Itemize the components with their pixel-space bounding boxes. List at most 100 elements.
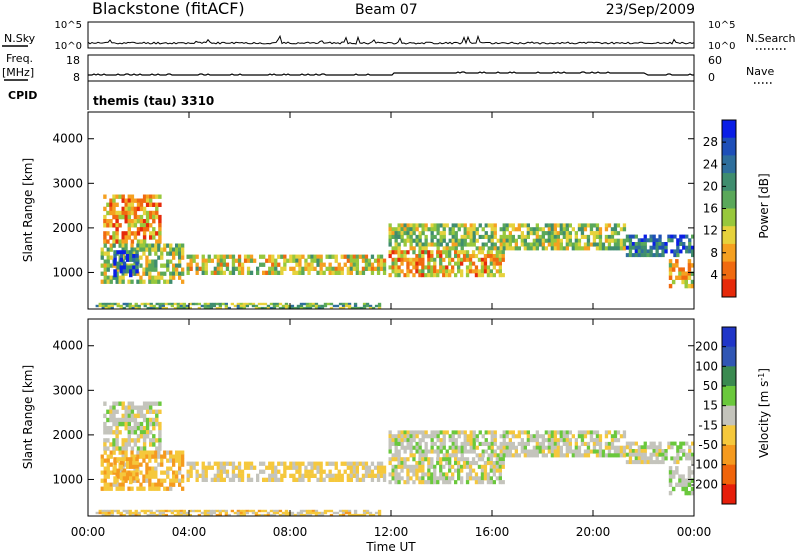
velocity-echo-cell [685,441,689,446]
velocity-echo-cell [316,477,320,482]
power-echo-cell [125,254,130,259]
power-echo-cell [499,242,503,247]
power-echo-cell [158,223,162,228]
velocity-echo-cell [301,477,305,482]
power-echo-cell [368,306,373,310]
velocity-echo-cell [409,449,413,454]
power-echo-cell [568,234,572,239]
velocity-echo-cell [445,453,449,458]
power-echo-cell [115,231,119,236]
power-echo-cell [145,263,149,268]
power-echo-cell [130,243,134,248]
power-echo-cell [501,250,505,255]
power-echo-cell [502,234,506,239]
velocity-echo-cell [495,468,499,473]
velocity-echo-cell [349,477,353,482]
power-colorbar-tick-label: 16 [703,202,718,216]
velocity-echo-cell [436,461,440,466]
power-echo-cell [109,219,113,224]
power-echo-cell [128,302,132,306]
velocity-echo-cell [451,464,455,469]
power-echo-cell [332,304,337,308]
power-echo-cell [201,258,205,263]
power-echo-cell [568,231,572,236]
power-echo-cell [529,231,533,236]
velocity-echo-cell [179,511,183,515]
power-echo-cell [118,214,122,220]
velocity-echo-cell [681,478,685,483]
velocity-echo-cell [610,445,615,450]
power-echo-cell [598,246,603,251]
velocity-echo-cell [154,454,158,459]
power-echo-cell [127,194,131,199]
power-echo-cell [400,257,404,262]
velocity-echo-cell [661,452,665,457]
velocity-echo-cell [103,401,107,406]
power-echo-cell [687,275,692,280]
velocity-echo-cell [358,477,362,482]
velocity-ylabel: Slant Range [km] [21,365,35,469]
velocity-echo-cell [103,426,107,431]
power-echo-cell [112,194,116,199]
power-echo-cell [124,235,128,240]
power-echo-cell [501,257,505,262]
power-echo-cell [430,265,434,270]
velocity-echo-cell [499,434,503,439]
power-echo-cell [465,273,470,278]
power-echo-cell [436,242,440,247]
power-echo-cell [134,304,138,308]
velocity-echo-cell [219,477,223,482]
velocity-echo-cell [152,511,156,515]
power-echo-cell [219,262,223,267]
power-echo-cell [198,266,202,271]
power-echo-cell [430,254,434,259]
power-echo-cell [430,257,434,262]
velocity-echo-cell [448,453,452,458]
velocity-echo-cell [474,476,479,481]
velocity-echo-cell [298,469,302,474]
power-echo-cell [637,242,641,246]
velocity-echo-cell [490,449,494,454]
velocity-echo-cell [136,426,141,431]
power-echo-cell [589,223,594,228]
velocity-echo-cell [206,509,210,513]
power-echo-cell [412,238,416,243]
power-echo-cell [121,255,125,260]
velocity-echo-cell [589,434,594,439]
velocity-echo-cell [427,472,431,477]
power-echo-cell [122,261,127,266]
velocity-echo-cell [517,430,521,435]
velocity-echo-cell [178,466,182,471]
power-echo-cell [240,266,245,271]
velocity-echo-cell [107,511,111,515]
velocity-echo-cell [382,465,387,470]
power-echo-cell [311,302,316,306]
power-echo-cell [472,234,476,239]
velocity-echo-cell [565,445,569,450]
velocity-echo-cell [622,453,627,458]
velocity-echo-cell [628,445,633,450]
velocity-echo-cell [424,441,428,446]
velocity-echo-cell [430,472,434,477]
velocity-echo-cell [109,462,113,467]
velocity-echo-cell [145,409,150,414]
velocity-echo-cell [204,465,208,470]
velocity-echo-cell [397,430,401,435]
velocity-echo-cell [157,462,161,467]
power-echo-cell [601,246,606,251]
velocity-echo-cell [151,454,155,459]
velocity-echo-cell [125,461,130,466]
power-echo-cell [460,273,464,278]
power-echo-cell [103,214,107,220]
velocity-echo-cell [228,461,233,466]
velocity-echo-cell [553,449,557,454]
power-echo-cell [445,242,449,247]
velocity-echo-cell [136,454,140,459]
power-echo-cell [142,247,146,252]
power-echo-cell [152,214,156,220]
velocity-echo-cell [556,453,560,458]
power-echo-cell [610,227,615,232]
velocity-echo-cell [460,453,464,458]
velocity-echo-cell [228,477,233,482]
velocity-echo-cell [498,476,502,481]
